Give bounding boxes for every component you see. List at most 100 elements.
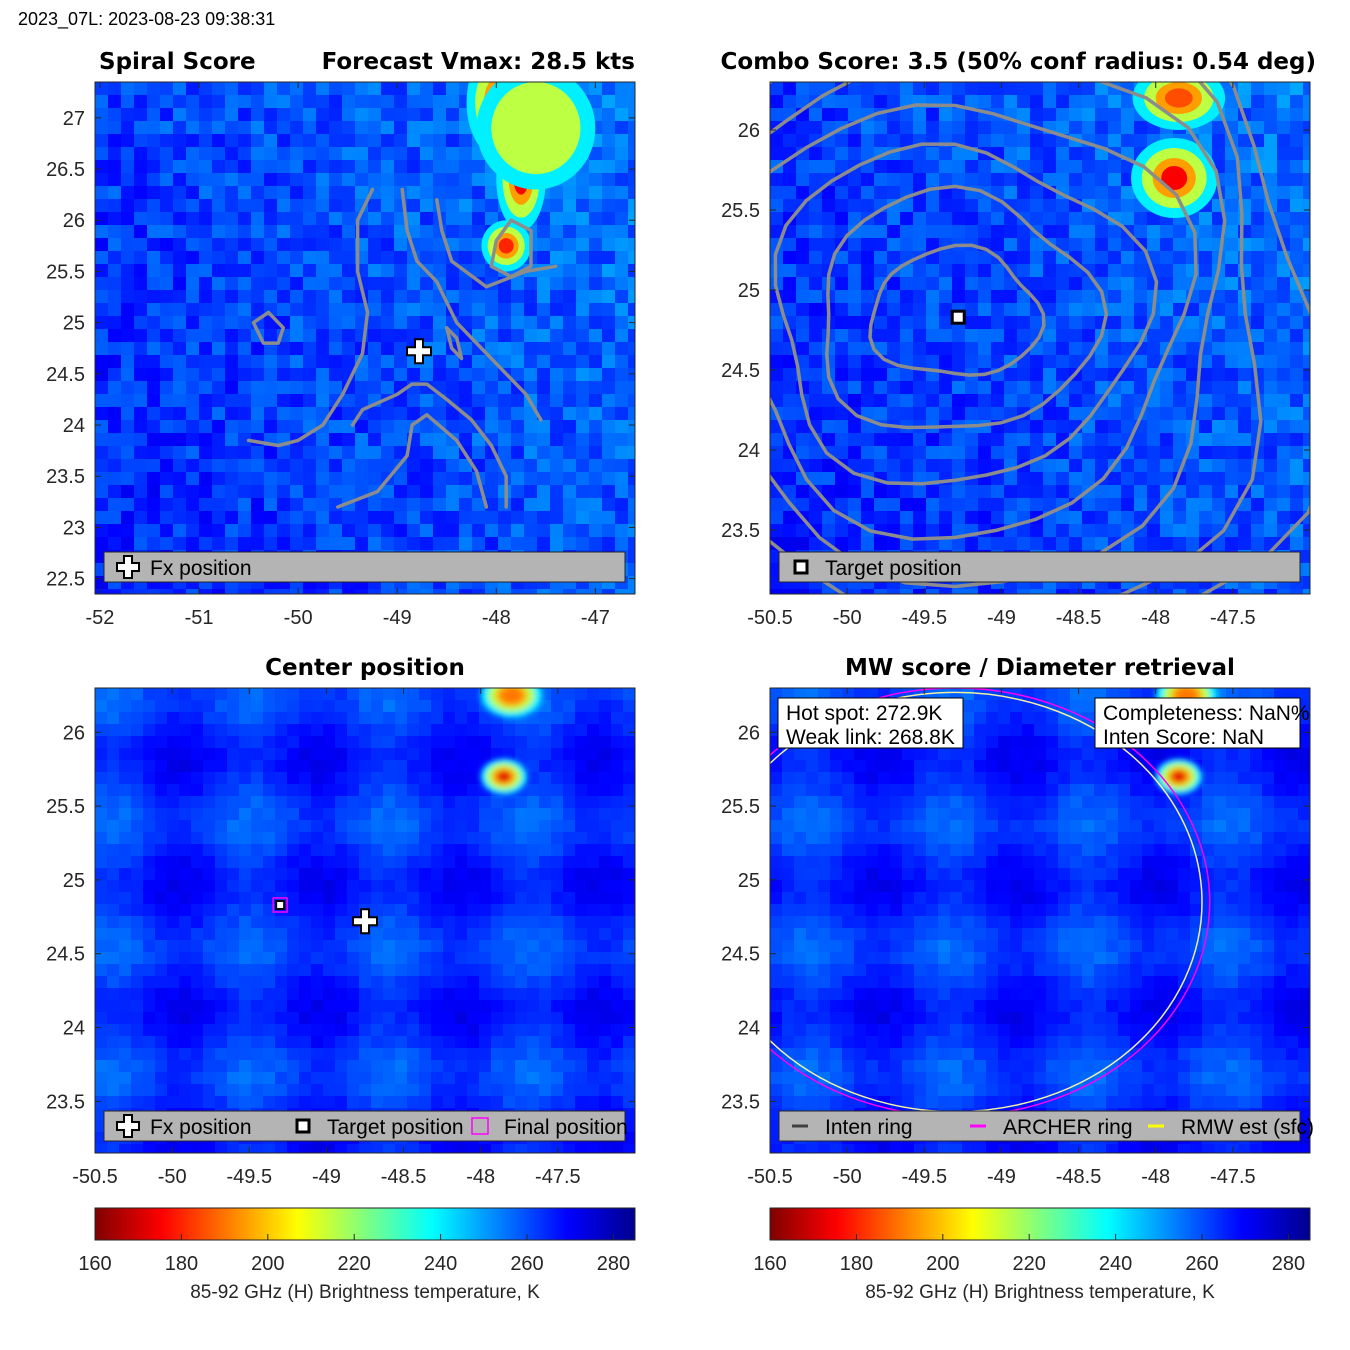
bt-cell: [335, 736, 348, 749]
bt-cell: [770, 82, 784, 96]
bt-cell: [407, 832, 420, 845]
bt-cell: [160, 316, 174, 330]
bt-cell: [446, 238, 460, 252]
bt-cell: [1212, 433, 1226, 447]
bt-cell: [459, 199, 473, 213]
bt-cell: [407, 459, 421, 473]
bt-cell: [212, 251, 226, 265]
bt-cell: [978, 303, 992, 317]
bt-cell: [1277, 316, 1291, 330]
bt-cell: [394, 277, 408, 291]
bt-cell: [238, 277, 252, 291]
bt-cell: [143, 880, 156, 893]
bt-cell: [587, 940, 600, 953]
bt-cell: [455, 700, 468, 713]
bt-cell: [316, 290, 330, 304]
bt-cell: [587, 724, 600, 737]
bt-cell: [119, 832, 132, 845]
bt-cell: [191, 736, 204, 749]
bt-cell: [809, 381, 823, 395]
bt-cell: [290, 95, 304, 109]
bt-cell: [311, 880, 324, 893]
bt-cell: [1303, 316, 1310, 330]
bt-cell: [952, 212, 966, 226]
bt-cell: [433, 329, 447, 343]
bt-cell: [1056, 277, 1070, 291]
bt-cell: [939, 108, 953, 122]
bt-cell: [524, 524, 538, 538]
bt-cell: [563, 303, 577, 317]
y-tick-label: 25.5: [721, 200, 760, 222]
bt-cell: [1121, 472, 1135, 486]
bt-cell: [329, 303, 343, 317]
bt-cell: [1160, 511, 1174, 525]
bt-cell: [887, 511, 901, 525]
bt-cell: [342, 329, 356, 343]
bt-cell: [143, 784, 156, 797]
bt-cell: [848, 329, 862, 343]
bt-cell: [1108, 524, 1122, 538]
bt-cell: [95, 808, 108, 821]
bt-cell: [95, 147, 109, 161]
bt-cell: [179, 820, 192, 833]
bt-cell: [371, 940, 384, 953]
bt-cell: [420, 420, 434, 434]
bt-cell: [316, 173, 330, 187]
bt-cell: [537, 511, 551, 525]
bt-cell: [443, 712, 456, 725]
bt-cell: [287, 820, 300, 833]
bt-cell: [225, 420, 239, 434]
bt-cell: [121, 485, 135, 499]
bt-cell: [1290, 316, 1304, 330]
bt-cell: [1264, 95, 1278, 109]
bt-cell: [212, 537, 226, 551]
bt-cell: [203, 904, 216, 917]
bt-cell: [108, 407, 122, 421]
bt-cell: [167, 796, 180, 809]
bt-cell: [455, 928, 468, 941]
bt-cell: [323, 844, 336, 857]
bt-cell: [407, 186, 421, 200]
bt-cell: [459, 290, 473, 304]
bt-cell: [1225, 407, 1239, 421]
bt-cell: [368, 459, 382, 473]
bt-cell: [575, 688, 588, 701]
bt-cell: [1121, 199, 1135, 213]
bt-cell: [212, 524, 226, 538]
bt-cell: [173, 407, 187, 421]
bt-cell: [611, 760, 624, 773]
bt-cell: [459, 342, 473, 356]
bt-cell: [515, 844, 528, 857]
bt-cell: [134, 199, 148, 213]
bt-cell: [433, 446, 447, 460]
bt-cell: [1251, 498, 1265, 512]
bt-cell: [459, 121, 473, 135]
bt-cell: [589, 407, 603, 421]
x-tick-label: -48.5: [1056, 607, 1102, 629]
bt-cell: [186, 290, 200, 304]
bt-cell: [1212, 485, 1226, 499]
bt-cell: [965, 394, 979, 408]
bt-cell: [147, 173, 161, 187]
bt-cell: [147, 329, 161, 343]
bt-cell: [134, 407, 148, 421]
bt-cell: [199, 134, 213, 148]
bt-cell: [371, 1036, 384, 1049]
bt-cell: [431, 892, 444, 905]
bt-cell: [1225, 186, 1239, 200]
bt-cell: [1095, 589, 1109, 594]
bt-cell: [446, 446, 460, 460]
bt-cell: [251, 485, 265, 499]
bt-cell: [602, 251, 616, 265]
bt-cell: [227, 796, 240, 809]
bt-cell: [1264, 407, 1278, 421]
bt-cell: [443, 976, 456, 989]
bt-cell: [167, 856, 180, 869]
bt-cell: [563, 988, 576, 1001]
ticks-combo: -50.5 -50 -49.5 -49 -48.5 -48 -47.523.52424.52…: [721, 82, 1310, 629]
bt-cell: [1004, 121, 1018, 135]
bt-cell: [1004, 134, 1018, 148]
bt-cell: [511, 355, 525, 369]
bt-cell: [615, 420, 629, 434]
bt-cell: [227, 688, 240, 701]
